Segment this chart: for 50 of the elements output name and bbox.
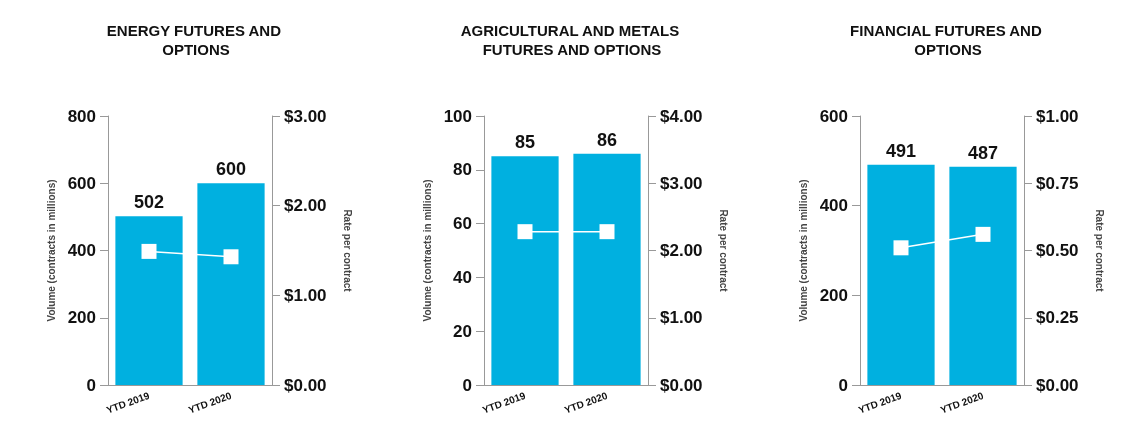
data-label: 600 (215, 159, 247, 180)
y-axis-title: Volume (contracts in millions) (421, 179, 433, 322)
x-tick-label: YTD 2020 (186, 389, 234, 416)
data-label: 502 (133, 192, 165, 213)
y2-tick-label: $3.00 (284, 106, 327, 126)
y-tick-label: 600 (819, 106, 848, 126)
chart-title: ENERGY FUTURES AND OPTIONS (106, 22, 286, 58)
y-tick-label: 80 (453, 160, 472, 180)
y-tick-label: 0 (462, 375, 472, 395)
y2-tick-label: $0.75 (1036, 173, 1079, 193)
y2-tick-label: $2.00 (660, 241, 703, 260)
y-tick-label: 600 (67, 173, 96, 193)
y2-tick-label: $1.00 (284, 285, 327, 305)
y-tick-label: 60 (453, 214, 472, 234)
y2-tick-label: $0.00 (660, 375, 703, 395)
data-label: 86 (596, 129, 618, 150)
chart-title: FINANCIAL FUTURES AND OPTIONS (850, 22, 1046, 58)
y-tick-label: 20 (453, 321, 472, 341)
y2-tick-label: $2.00 (284, 196, 327, 216)
y2-tick-label: $1.00 (1036, 106, 1079, 126)
y-axis-title: Volume (contracts in millions) (797, 179, 809, 322)
y-tick-label: 800 (67, 106, 96, 126)
y-tick-label: 200 (819, 285, 848, 305)
y2-axis-title: Rate per contract (1093, 209, 1105, 293)
x-tick-label: YTD 2019 (480, 389, 528, 416)
y2-tick-label: $4.00 (660, 106, 703, 126)
y2-axis-title: Rate per contract (341, 209, 353, 293)
y-tick-label: 0 (838, 375, 848, 395)
x-tick-label: YTD 2019 (856, 389, 904, 416)
y2-tick-label: $0.00 (1036, 375, 1079, 395)
data-label: 85 (514, 132, 536, 153)
data-label: 487 (967, 142, 999, 163)
y-tick-label: 40 (453, 267, 472, 287)
y-tick-label: 200 (67, 308, 96, 328)
y-tick-label: 100 (443, 106, 472, 126)
y2-tick-label: $0.25 (1036, 308, 1079, 328)
y2-tick-label: $0.00 (284, 375, 327, 395)
y2-axis-title: Rate per contract (717, 209, 729, 293)
y-axis-title: Volume (contracts in millions) (45, 179, 57, 322)
y-tick-label: 400 (819, 196, 848, 216)
chart-title: AGRICULTURAL AND METALS FUTURES AND OPTIONS (460, 22, 684, 58)
y-tick-label: 400 (67, 241, 96, 260)
y2-tick-label: $3.00 (660, 173, 703, 193)
data-label: 491 (885, 140, 917, 161)
y2-tick-label: $1.00 (660, 308, 703, 328)
y2-tick-label: $0.50 (1036, 241, 1079, 260)
y-tick-label: 0 (86, 375, 96, 395)
x-tick-label: YTD 2019 (104, 389, 152, 416)
x-tick-label: YTD 2020 (938, 389, 986, 416)
x-tick-label: YTD 2020 (562, 389, 610, 416)
